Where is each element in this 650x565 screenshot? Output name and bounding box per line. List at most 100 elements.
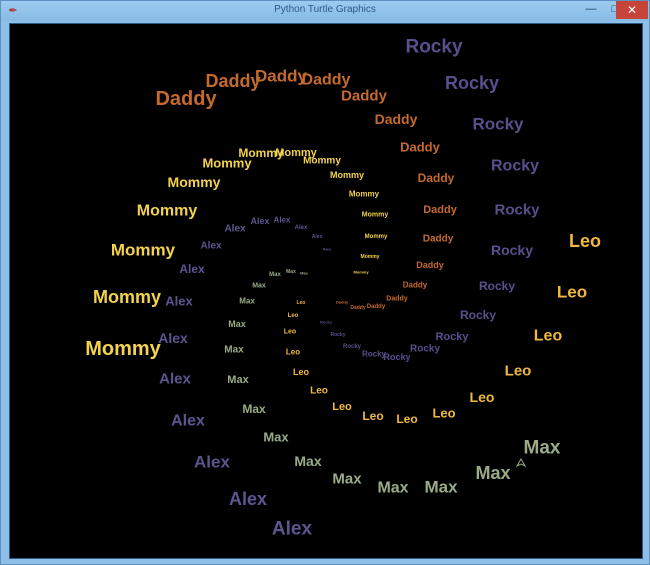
spiral-word-alex: Alex [224, 224, 246, 235]
maximize-button[interactable]: □ [611, 3, 619, 15]
spiral-word-alex: Alex [194, 453, 230, 472]
spiral-word-max: Max [294, 453, 321, 469]
spiral-word-max: Max [269, 272, 281, 278]
spiral-word-mommy: Mommy [275, 147, 317, 159]
spiral-word-leo: Leo [362, 409, 383, 423]
spiral-word-mommy: Mommy [349, 190, 380, 199]
spiral-word-leo: Leo [557, 283, 587, 302]
spiral-word-rocky: Rocky [362, 350, 387, 359]
spiral-word-mommy: Mommy [330, 170, 364, 180]
spiral-word-leo: Leo [293, 367, 310, 377]
turtle-cursor-icon [515, 457, 527, 468]
spiral-word-leo: Leo [432, 406, 455, 421]
spiral-word-daddy: Daddy [403, 281, 428, 290]
spiral-word-alex: Alex [158, 330, 188, 346]
spiral-word-mommy: Mommy [93, 287, 161, 307]
spiral-word-leo: Leo [286, 348, 300, 357]
spiral-word-leo: Leo [297, 300, 306, 306]
spiral-word-max: Max [300, 271, 309, 276]
close-button[interactable]: ✕ [616, 1, 648, 19]
spiral-word-mommy: Mommy [137, 203, 198, 220]
spiral-word-alex: Alex [200, 241, 222, 252]
spiral-word-daddy: Daddy [341, 88, 388, 105]
spiral-word-rocky: Rocky [494, 202, 540, 219]
spiral-word-leo: Leo [332, 401, 352, 413]
spiral-word-max: Max [228, 319, 246, 329]
spiral-word-leo: Leo [310, 386, 328, 397]
spiral-word-daddy: Daddy [255, 67, 308, 86]
spiral-word-rocky: Rocky [330, 332, 345, 338]
spiral-word-max: Max [224, 345, 244, 356]
spiral-word-alex: Alex [295, 225, 308, 231]
spiral-word-daddy: Daddy [375, 111, 418, 127]
spiral-word-leo: Leo [288, 313, 299, 319]
spiral-word-rocky: Rocky [320, 320, 333, 325]
spiral-word-rocky: Rocky [405, 37, 462, 58]
spiral-drawing: DaddyDaddyDaddyDaddyDaddyDaddyDaddyDaddy… [85, 37, 601, 540]
spiral-word-rocky: Rocky [472, 115, 524, 134]
spiral-word-mommy: Mommy [353, 270, 369, 275]
title-bar[interactable]: ✒ Python Turtle Graphics — □ ✕ [1, 1, 649, 21]
spiral-word-daddy: Daddy [400, 140, 441, 155]
minimize-button[interactable]: — [585, 3, 597, 15]
spiral-word-mommy: Mommy [238, 146, 284, 160]
spiral-word-daddy: Daddy [205, 71, 260, 91]
spiral-word-max: Max [524, 438, 561, 459]
spiral-word-alex: Alex [250, 216, 269, 226]
spiral-word-leo: Leo [470, 389, 495, 405]
spiral-word-leo: Leo [284, 329, 296, 336]
spiral-word-leo: Leo [534, 328, 563, 345]
spiral-word-rocky: Rocky [343, 344, 362, 350]
spiral-word-max: Max [263, 430, 289, 445]
spiral-word-alex: Alex [312, 234, 323, 240]
spiral-word-mommy: Mommy [303, 156, 341, 167]
feather-icon: ✒ [8, 5, 18, 17]
spiral-word-daddy: Daddy [423, 234, 454, 245]
spiral-word-daddy: Daddy [336, 300, 349, 305]
spiral-word-mommy: Mommy [85, 338, 161, 360]
spiral-word-alex: Alex [229, 489, 267, 509]
spiral-word-mommy: Mommy [361, 254, 380, 260]
spiral-word-daddy: Daddy [416, 260, 444, 270]
spiral-word-alex: Alex [272, 519, 313, 540]
spiral-word-alex: Alex [274, 216, 291, 225]
spiral-word-leo: Leo [505, 363, 532, 380]
spiral-word-alex: Alex [159, 371, 191, 388]
spiral-word-daddy: Daddy [367, 304, 386, 310]
spiral-word-rocky: Rocky [479, 279, 515, 293]
spiral-word-alex: Alex [165, 294, 193, 309]
spiral-word-max: Max [332, 471, 362, 488]
spiral-word-leo: Leo [396, 412, 417, 426]
spiral-word-max: Max [475, 463, 510, 483]
spiral-word-rocky: Rocky [445, 73, 499, 93]
spiral-word-daddy: Daddy [302, 72, 351, 89]
spiral-word-alex: Alex [179, 262, 205, 276]
turtle-canvas[interactable]: Daddy Daddy Daddy Daddy Daddy Daddy Daddy Daddy… [9, 23, 643, 559]
spiral-word-mommy: Mommy [202, 156, 252, 171]
window-title: Python Turtle Graphics [274, 4, 376, 15]
spiral-word-daddy: Daddy [386, 296, 408, 303]
spiral-word-rocky: Rocky [410, 344, 440, 355]
spiral-word-rocky: Rocky [460, 308, 496, 322]
spiral-word-daddy: Daddy [418, 171, 455, 185]
spiral-word-max: Max [252, 283, 266, 290]
spiral-word-rocky: Rocky [491, 242, 533, 258]
spiral-word-rocky: Rocky [491, 158, 539, 175]
spiral-word-max: Max [227, 374, 249, 386]
spiral-word-leo: Leo [569, 231, 601, 251]
spiral-word-daddy: Daddy [350, 305, 366, 311]
spiral-word-mommy: Mommy [365, 234, 388, 240]
spiral-word-daddy: Daddy [155, 88, 217, 110]
spiral-word-daddy: Daddy [423, 204, 458, 216]
spiral-word-mommy: Mommy [111, 241, 176, 260]
spiral-word-max: Max [286, 269, 296, 275]
spiral-word-max: Max [242, 402, 266, 416]
spiral-word-alex: Alex [323, 247, 332, 252]
spiral-word-mommy: Mommy [168, 174, 221, 190]
spiral-word-max: Max [377, 480, 408, 497]
spiral-word-rocky: Rocky [383, 352, 410, 362]
spiral-word-mommy: Mommy [362, 212, 389, 219]
spiral-word-max: Max [239, 297, 255, 306]
spiral-word-max: Max [424, 478, 458, 497]
